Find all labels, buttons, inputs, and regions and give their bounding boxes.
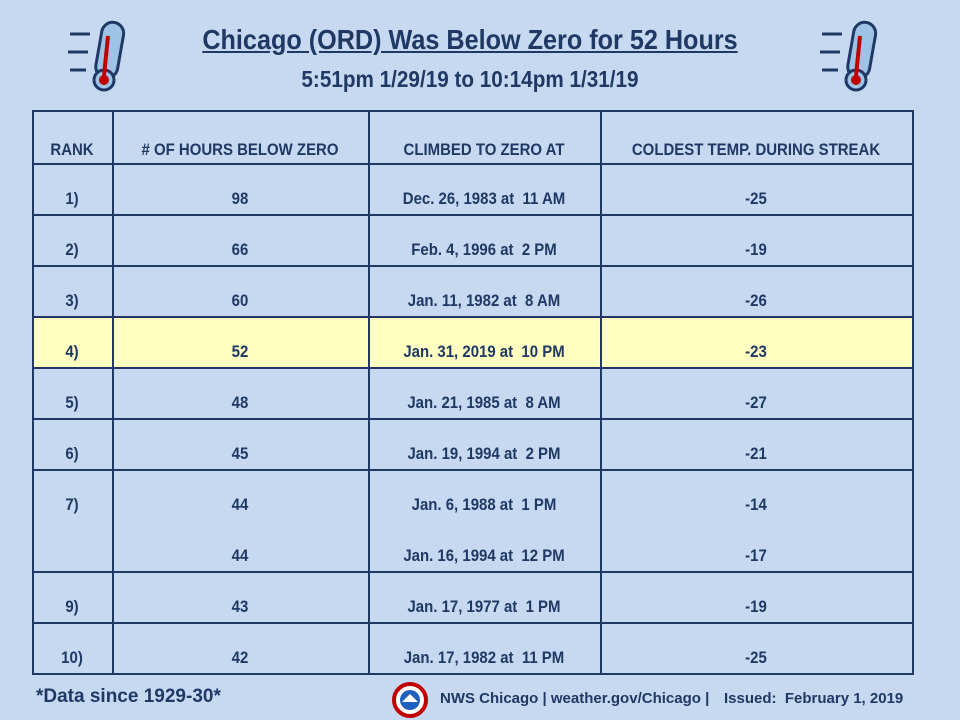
- table-cell: -27: [745, 393, 767, 412]
- table-cell: Jan. 11, 1982 at 8 AM: [407, 291, 561, 310]
- table-cell: 66: [231, 240, 249, 259]
- table-cell: -23: [745, 342, 767, 361]
- table-cell: 9): [65, 597, 79, 616]
- table-cell: 45: [231, 444, 249, 463]
- row-border: [32, 163, 914, 165]
- column-border: [912, 110, 914, 675]
- row-border: [32, 622, 914, 624]
- title: Chicago (ORD) Was Below Zero for 52 Hour…: [202, 24, 738, 55]
- table-cell: -19: [745, 597, 767, 616]
- row-border: [32, 265, 914, 267]
- row-border: [32, 571, 914, 573]
- column-header: CLIMBED TO ZERO AT: [403, 140, 565, 159]
- column-header: RANK: [50, 140, 94, 159]
- table-cell: -25: [745, 189, 767, 208]
- row-border: [32, 418, 914, 420]
- table-cell: 60: [231, 291, 249, 310]
- table-cell: 44: [231, 546, 249, 565]
- table-border: [32, 673, 914, 675]
- row-border: [32, 316, 914, 318]
- table-cell: Jan. 21, 1985 at 8 AM: [407, 393, 561, 412]
- row-border: [32, 367, 914, 369]
- table-cell: 3): [65, 291, 79, 310]
- thermometer-icon: [820, 20, 878, 92]
- table-cell: 5): [65, 393, 79, 412]
- table-cell: -25: [745, 648, 767, 667]
- table-cell: 6): [65, 444, 79, 463]
- table-cell: Jan. 19, 1994 at 2 PM: [407, 444, 561, 463]
- nws-logo: [392, 682, 428, 718]
- column-border: [112, 110, 114, 675]
- table-cell: Jan. 31, 2019 at 10 PM: [403, 342, 565, 361]
- highlight-row: [32, 316, 912, 367]
- issued-date: Issued: February 1, 2019: [724, 690, 904, 707]
- table-cell: -26: [745, 291, 767, 310]
- table-cell: Jan. 6, 1988 at 1 PM: [411, 495, 557, 514]
- table-cell: 4): [65, 342, 79, 361]
- table-cell: 2): [65, 240, 79, 259]
- table-cell: -19: [745, 240, 767, 259]
- table-cell: 44: [231, 495, 249, 514]
- table-cell: 42: [231, 648, 249, 667]
- row-border: [32, 469, 914, 471]
- column-border: [368, 110, 370, 675]
- table-cell: 43: [231, 597, 249, 616]
- table-cell: 52: [231, 342, 249, 361]
- table-cell: Feb. 4, 1996 at 2 PM: [411, 240, 557, 259]
- table-border: [32, 110, 914, 112]
- table-cell: 10): [61, 648, 83, 667]
- table-cell: 1): [65, 189, 79, 208]
- column-border: [32, 110, 34, 675]
- column-header: # OF HOURS BELOW ZERO: [141, 140, 339, 159]
- row-border: [32, 214, 914, 216]
- table-cell: -21: [745, 444, 767, 463]
- table-cell: 48: [231, 393, 249, 412]
- table-cell: Dec. 26, 1983 at 11 AM: [402, 189, 566, 208]
- column-header: COLDEST TEMP. DURING STREAK: [631, 140, 881, 159]
- table-cell: -17: [745, 546, 767, 565]
- column-border: [600, 110, 602, 675]
- table-cell: -14: [745, 495, 767, 514]
- table-cell: Jan. 17, 1982 at 11 PM: [403, 648, 565, 667]
- credit: NWS Chicago | weather.gov/Chicago |: [440, 690, 710, 707]
- table-cell: 98: [231, 189, 249, 208]
- table-cell: 7): [65, 495, 79, 514]
- table-cell: Jan. 17, 1977 at 1 PM: [407, 597, 561, 616]
- subtitle: 5:51pm 1/29/19 to 10:14pm 1/31/19: [301, 66, 639, 92]
- footnote: *Data since 1929-30*: [36, 686, 221, 707]
- table-cell: Jan. 16, 1994 at 12 PM: [403, 546, 565, 565]
- thermometer-icon: [68, 20, 126, 92]
